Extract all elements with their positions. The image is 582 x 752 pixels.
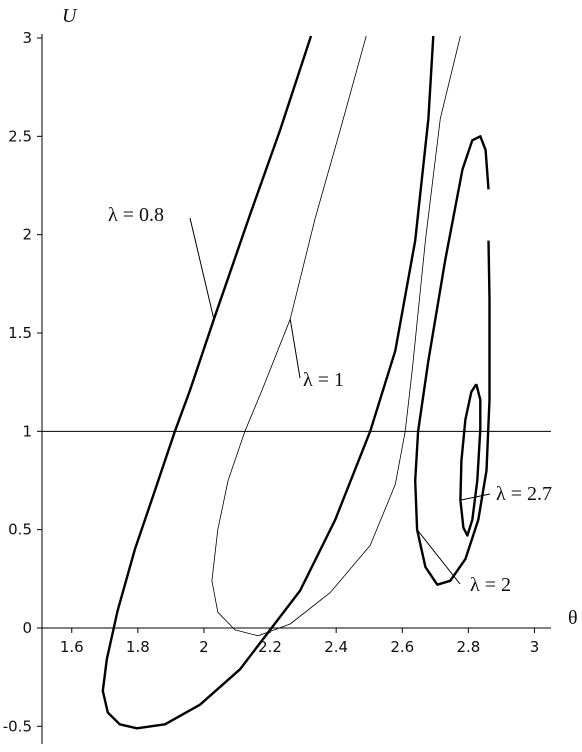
curve-label: λ = 1: [303, 369, 344, 391]
curve: [101, 35, 435, 730]
x-tick-label: 2.2: [258, 638, 282, 656]
leader-line: [460, 493, 491, 501]
y-tick-label: -0.5: [3, 717, 32, 735]
y-tick-label: 0: [22, 619, 32, 637]
y-tick-label: 2.5: [8, 127, 32, 145]
y-tick-label: 3: [22, 29, 32, 47]
curve-label: λ = 2: [470, 574, 511, 596]
x-tick-label: 2: [199, 638, 209, 656]
leader-line: [289, 319, 301, 379]
curve: [211, 35, 461, 637]
y-tick-label: 1.5: [8, 324, 32, 342]
x-tick-label: 2.4: [324, 638, 348, 656]
x-tick-label: 1.6: [60, 638, 84, 656]
leader-line: [416, 529, 461, 585]
y-tick-label: 0.5: [8, 521, 32, 539]
x-tick-label: 2.8: [456, 638, 480, 656]
x-tick-label: 1.8: [126, 638, 150, 656]
curve: [414, 135, 491, 586]
x-axis-label: θ: [568, 607, 578, 629]
curve-label: λ = 0.8: [108, 204, 164, 226]
y-tick-label: 1: [22, 422, 32, 440]
y-axis-label: U: [62, 5, 78, 27]
x-tick-label: 3: [530, 638, 540, 656]
curve-label: λ = 2.7: [496, 483, 552, 505]
x-tick-label: 2.6: [390, 638, 414, 656]
curve: [459, 383, 482, 537]
leader-line: [189, 217, 215, 320]
y-tick-label: 2: [22, 226, 32, 244]
